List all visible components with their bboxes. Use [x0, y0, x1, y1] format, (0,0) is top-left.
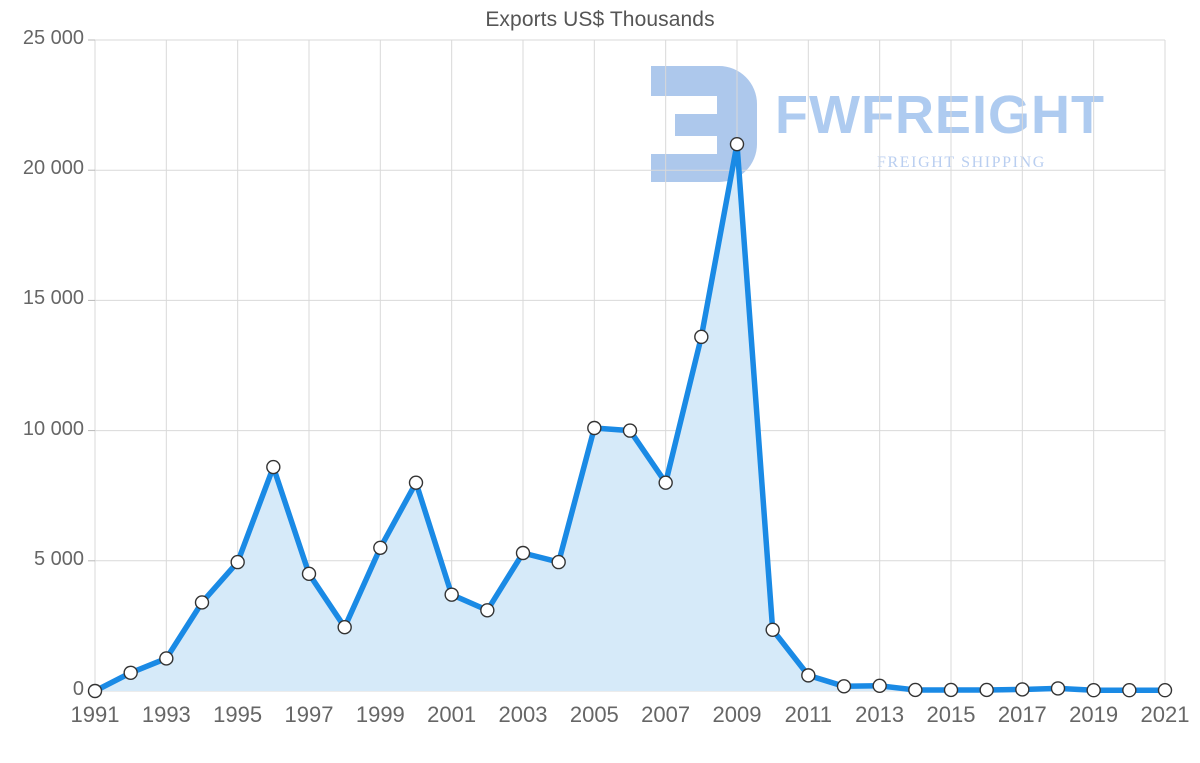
- data-point-marker[interactable]: [979, 682, 994, 698]
- data-point-marker[interactable]: [230, 554, 245, 570]
- y-axis-tick-label: 0: [72, 678, 84, 700]
- data-point-marker[interactable]: [694, 329, 709, 345]
- data-point-marker[interactable]: [1122, 683, 1137, 698]
- data-point-marker[interactable]: [123, 665, 138, 680]
- y-axis-tick-label: 20 000: [22, 157, 84, 180]
- x-axis-tick-label: 2015: [926, 702, 976, 727]
- data-point-marker[interactable]: [551, 554, 566, 570]
- x-axis-tick-label: 2021: [1140, 702, 1190, 727]
- area-fill-layer: [95, 144, 1165, 691]
- y-axis-tick-label: 5 000: [33, 547, 84, 570]
- data-point-marker[interactable]: [622, 423, 638, 438]
- data-point-marker[interactable]: [444, 587, 459, 602]
- x-axis-tick-label: 2013: [855, 702, 905, 727]
- y-axis-tick-label: 10 000: [22, 417, 84, 440]
- data-point-marker[interactable]: [1086, 683, 1101, 698]
- data-point-marker[interactable]: [943, 682, 959, 698]
- area-fill: [95, 144, 1165, 691]
- data-point-marker[interactable]: [729, 136, 745, 152]
- data-markers-layer: [87, 136, 1173, 699]
- data-point-marker[interactable]: [87, 683, 103, 699]
- data-point-marker[interactable]: [658, 475, 673, 490]
- data-point-marker[interactable]: [1050, 681, 1066, 696]
- data-point-marker[interactable]: [587, 420, 602, 436]
- data-point-marker[interactable]: [908, 682, 923, 698]
- data-point-marker[interactable]: [266, 459, 281, 475]
- data-point-marker[interactable]: [872, 678, 887, 693]
- data-point-marker[interactable]: [515, 545, 531, 561]
- x-axis-tick-label: 1995: [213, 702, 263, 727]
- x-axis-tick-label: 1991: [70, 702, 120, 727]
- data-point-marker[interactable]: [337, 620, 352, 635]
- x-axis-tick-label: 1993: [141, 702, 191, 727]
- x-axis-tick-label: 2007: [641, 702, 691, 727]
- x-axis-tick-label: 1997: [284, 702, 334, 727]
- data-point-marker[interactable]: [301, 566, 317, 582]
- x-axis-tick-label: 2005: [569, 702, 619, 727]
- data-point-marker[interactable]: [373, 540, 388, 555]
- x-axis-tick-label: 2017: [997, 702, 1047, 727]
- data-point-marker[interactable]: [1015, 682, 1030, 697]
- x-axis-tick-label: 2011: [784, 702, 832, 727]
- data-point-marker[interactable]: [801, 668, 816, 683]
- x-axis-tick-label: 2003: [498, 702, 548, 727]
- data-point-marker[interactable]: [159, 651, 174, 666]
- data-point-marker[interactable]: [765, 622, 780, 638]
- data-point-marker[interactable]: [1157, 683, 1173, 698]
- data-point-marker[interactable]: [408, 475, 424, 490]
- x-axis-tick-label: 2009: [712, 702, 762, 727]
- x-axis-tick-label: 1999: [355, 702, 405, 727]
- y-axis-tick-label: 25 000: [22, 27, 84, 49]
- data-point-marker[interactable]: [194, 595, 210, 610]
- x-axis-tick-label: 2001: [427, 702, 477, 727]
- x-axis-tick-label: 2019: [1069, 702, 1119, 727]
- chart-title: Exports US$ Thousands: [485, 8, 715, 31]
- data-point-marker[interactable]: [836, 679, 852, 694]
- y-axis-tick-label: 15 000: [22, 287, 84, 310]
- data-point-marker[interactable]: [480, 603, 495, 618]
